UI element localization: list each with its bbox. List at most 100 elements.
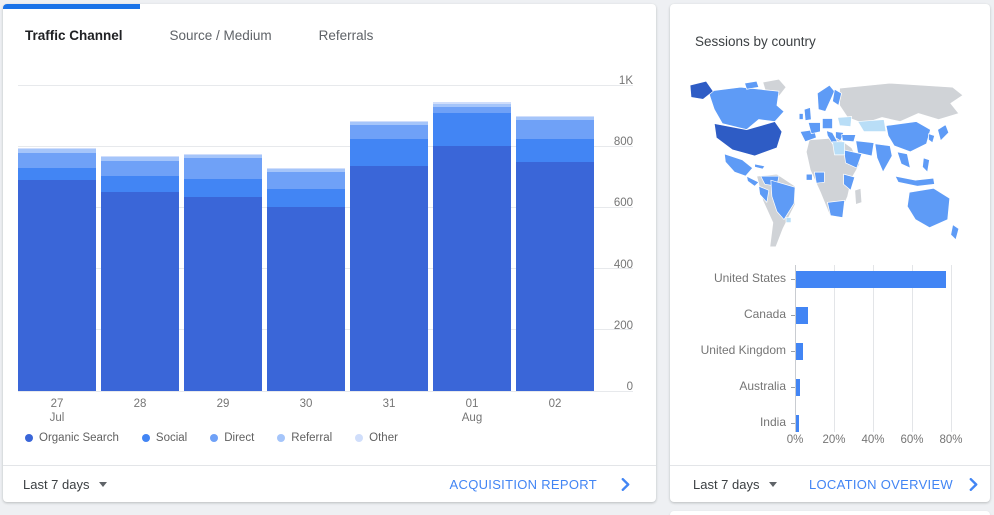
map-region[interactable]	[822, 118, 833, 129]
country-bar[interactable]	[796, 414, 800, 432]
bar-segment[interactable]	[516, 119, 594, 139]
country-label: Canada	[743, 307, 786, 321]
map-region[interactable]	[894, 175, 935, 187]
sessions-by-country-card: Sessions by country	[670, 4, 990, 502]
map-region[interactable]	[813, 171, 825, 184]
bar-segment[interactable]	[18, 152, 96, 169]
map-region[interactable]	[839, 82, 964, 124]
bar-segment[interactable]	[101, 156, 179, 162]
map-region[interactable]	[827, 200, 845, 218]
map-region[interactable]	[798, 113, 804, 120]
map-region[interactable]	[807, 122, 821, 135]
bar-segment[interactable]	[18, 179, 96, 391]
bar-segment[interactable]	[267, 207, 345, 391]
bar-segment[interactable]	[18, 168, 96, 180]
bar-segment[interactable]	[101, 175, 179, 193]
bar-segment[interactable]	[267, 171, 345, 190]
map-country-alaska[interactable]	[689, 80, 714, 100]
country-bar[interactable]	[796, 342, 804, 360]
map-region[interactable]	[746, 175, 760, 187]
bar-segment[interactable]	[184, 179, 262, 197]
x-tick-label: 01 Aug	[461, 398, 483, 424]
country-card-footer: Last 7 days LOCATION OVERVIEW	[670, 465, 990, 502]
map-region[interactable]	[857, 119, 887, 133]
map-region[interactable]	[803, 107, 812, 121]
x-tick-label: 0%	[786, 434, 804, 446]
map-region[interactable]	[754, 163, 766, 170]
bar-segment[interactable]	[184, 196, 262, 391]
acquisition-report-link[interactable]: ACQUISITION REPORT	[450, 477, 630, 492]
legend-dot	[141, 434, 150, 442]
axis-tick	[791, 387, 795, 388]
bar-segment[interactable]	[101, 192, 179, 391]
map-region[interactable]	[937, 124, 950, 142]
tab-source-medium[interactable]: Source / Medium	[169, 28, 272, 43]
y-tick-label: 400	[613, 258, 633, 271]
tab-referrals[interactable]: Referrals	[318, 28, 374, 43]
map-region[interactable]	[816, 84, 835, 112]
next-card-top-edge	[670, 511, 990, 515]
map-region[interactable]	[835, 131, 844, 142]
bar-segment[interactable]	[350, 122, 428, 125]
bar-segment[interactable]	[516, 117, 594, 120]
bar-segment[interactable]	[516, 138, 594, 163]
axis-tick	[791, 351, 795, 352]
bar-segment[interactable]	[433, 107, 511, 114]
map-region[interactable]	[758, 185, 770, 203]
map-region[interactable]	[855, 140, 875, 157]
bar-segment[interactable]	[433, 102, 511, 104]
map-region[interactable]	[785, 217, 792, 223]
map-region[interactable]	[885, 121, 931, 153]
world-map[interactable]	[688, 76, 976, 252]
traffic-tabs: Traffic Channel Source / Medium Referral…	[25, 28, 373, 43]
bar-segment[interactable]	[350, 139, 428, 167]
map-region[interactable]	[843, 173, 856, 191]
bar-segment[interactable]	[516, 116, 594, 118]
bar-segment[interactable]	[516, 162, 594, 391]
bar-segment[interactable]	[433, 113, 511, 147]
bar-segment[interactable]	[184, 154, 262, 159]
date-range-dropdown[interactable]: Last 7 days	[693, 477, 777, 492]
bar-segment[interactable]	[184, 158, 262, 180]
bar-segment[interactable]	[433, 103, 511, 108]
bar-segment[interactable]	[350, 124, 428, 140]
y-tick-label: 600	[613, 197, 633, 210]
map-region[interactable]	[832, 141, 845, 156]
map-region[interactable]	[805, 173, 813, 181]
map-region[interactable]	[837, 116, 853, 127]
tab-traffic-channel[interactable]: Traffic Channel	[25, 28, 123, 43]
map-region[interactable]	[906, 187, 951, 229]
map-region[interactable]	[832, 88, 842, 106]
location-overview-link[interactable]: LOCATION OVERVIEW	[809, 477, 978, 492]
country-bar[interactable]	[796, 378, 800, 396]
bar-segment[interactable]	[18, 148, 96, 153]
map-region[interactable]	[950, 224, 960, 241]
map-region[interactable]	[896, 151, 911, 169]
map-region[interactable]	[922, 157, 930, 173]
country-bar[interactable]	[796, 270, 947, 288]
bar-segment[interactable]	[18, 147, 96, 149]
bar-segment[interactable]	[101, 161, 179, 176]
map-country-united-states[interactable]	[713, 121, 783, 157]
bar-segment[interactable]	[267, 167, 345, 169]
map-region[interactable]	[928, 133, 935, 144]
map-region[interactable]	[874, 143, 893, 173]
map-region[interactable]	[770, 179, 796, 220]
country-bar[interactable]	[796, 306, 809, 324]
map-region[interactable]	[841, 134, 857, 143]
map-region[interactable]	[854, 187, 863, 205]
bar-segment[interactable]	[184, 153, 262, 155]
bar-segment[interactable]	[267, 168, 345, 172]
bar-segment[interactable]	[267, 189, 345, 208]
bar-segment[interactable]	[350, 121, 428, 123]
bar-segment[interactable]	[433, 146, 511, 391]
country-label: Australia	[739, 379, 786, 393]
bar-segment[interactable]	[101, 156, 179, 157]
map-region[interactable]	[843, 149, 863, 169]
date-range-dropdown[interactable]: Last 7 days	[23, 477, 107, 492]
map-region[interactable]	[744, 80, 760, 90]
map-region[interactable]	[724, 153, 754, 177]
x-tick-label: 02	[548, 398, 562, 410]
country-label: India	[759, 415, 786, 429]
bar-segment[interactable]	[350, 166, 428, 391]
